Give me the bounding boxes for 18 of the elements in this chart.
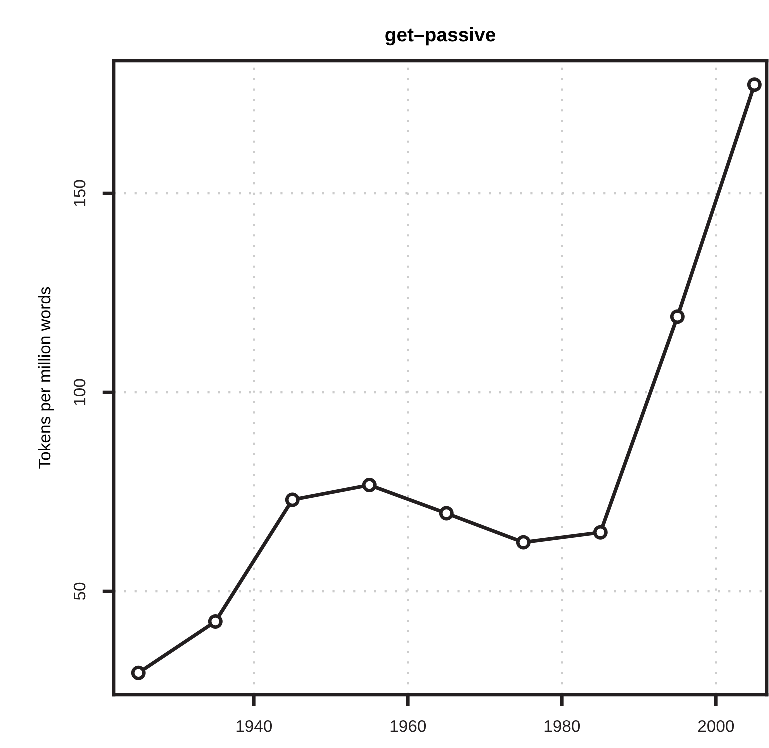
y-axis-title: Tokens per million words — [38, 287, 54, 469]
y-tick-label: 100 — [74, 379, 86, 406]
y-tick-label: 150 — [74, 180, 86, 206]
y-tick-label: 50 — [74, 582, 86, 600]
chart-title: get–passive — [386, 27, 496, 46]
point — [439, 506, 454, 521]
point — [516, 535, 531, 550]
x-tick-label: 1940 — [236, 720, 272, 732]
point — [285, 492, 300, 508]
point — [208, 614, 223, 629]
point — [670, 310, 685, 324]
point — [362, 478, 377, 492]
x-tick-label: 1980 — [544, 720, 580, 732]
point — [747, 78, 762, 92]
point — [593, 525, 608, 540]
x-tick-label: 2000 — [698, 720, 734, 732]
x-tick-label: 1960 — [390, 720, 426, 732]
point — [131, 666, 146, 680]
